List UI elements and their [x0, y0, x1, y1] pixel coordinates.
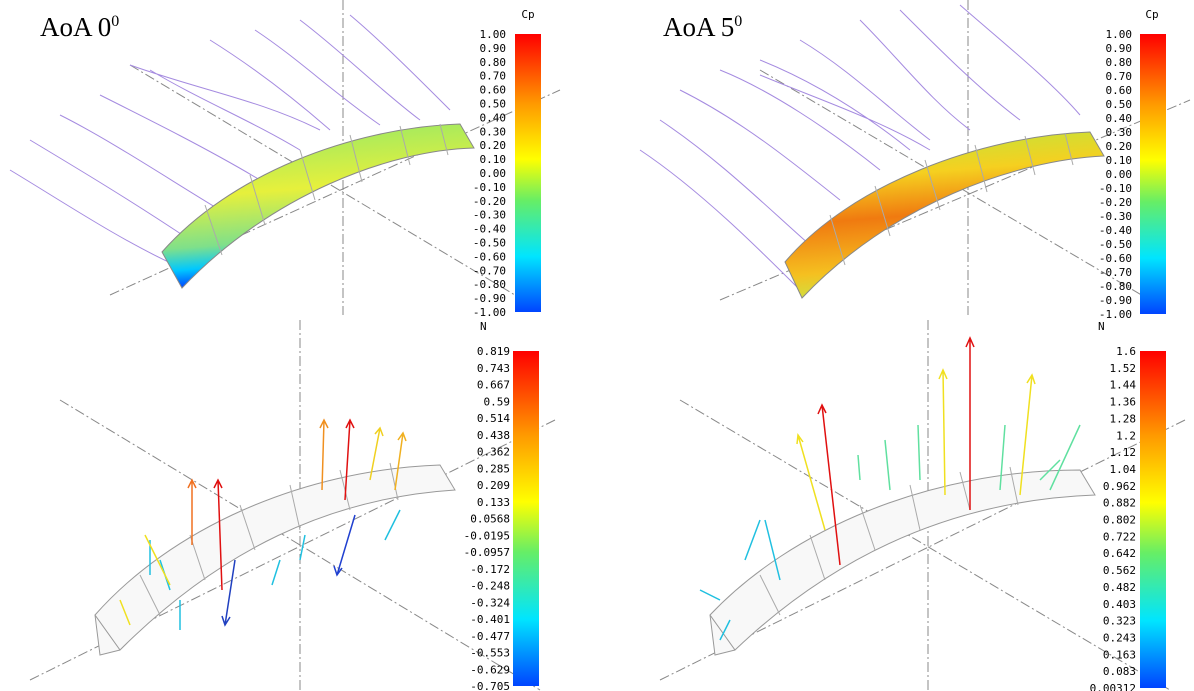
colorbar-tick-label: 1.00	[1106, 28, 1133, 41]
colorbar-tick-label: 0.209	[477, 479, 510, 492]
colorbar-tick-label: 0.482	[1103, 581, 1136, 594]
colorbar-tick-label: 0.50	[480, 98, 507, 111]
colorbar-tick-label: -0.30	[473, 209, 506, 222]
colorbar-tick-label: 0.90	[480, 42, 507, 55]
figure: AoA 00Cp1.000.900.800.700.600.500.400.30…	[0, 0, 1194, 691]
colorbar-tick-label: 0.60	[480, 84, 507, 97]
colorbar-tick-label: -0.0195	[464, 529, 510, 542]
colorbar-tick-label: 0.819	[477, 345, 510, 358]
title-text: AoA 5	[663, 12, 734, 42]
colorbar-tick-label: 1.36	[1110, 396, 1137, 409]
colorbar-tick-label: 0.667	[477, 379, 510, 392]
colorbar-tick-label: 0.743	[477, 362, 510, 375]
colorbar-tick-label: -0.70	[473, 264, 506, 277]
colorbar-tick-label: -0.60	[1099, 252, 1132, 265]
colorbar-tick-label: -0.10	[1099, 182, 1132, 195]
colorbar-tick-label: 0.882	[1103, 497, 1136, 510]
colorbar-tick-label: -0.20	[1099, 196, 1132, 209]
colorbar-tick-label: -0.90	[1099, 294, 1132, 307]
colorbar-tick-label: 0.362	[477, 446, 510, 459]
colorbar-tick-label: 1.04	[1110, 463, 1137, 476]
colorbar-tick-label: -0.401	[470, 613, 510, 626]
colorbar-title: Cp	[1145, 8, 1158, 21]
colorbar-tick-label: 0.642	[1103, 547, 1136, 560]
colorbar-tick-label: 0.243	[1103, 631, 1136, 644]
colorbar-tick-label: 0.163	[1103, 648, 1136, 661]
colorbar-tick-label: 0.20	[1106, 140, 1133, 153]
colorbar-tick-label: -0.40	[1099, 224, 1132, 237]
colorbar-tick-label: 0.59	[484, 395, 511, 408]
title-superscript: 0	[111, 13, 119, 30]
colorbar-tick-label: 1.6	[1116, 345, 1136, 358]
colorbar-tick-label: -0.10	[473, 181, 506, 194]
colorbar-tick-label: -0.20	[473, 195, 506, 208]
colorbar-tick-label: -0.705	[470, 680, 510, 691]
colorbar	[513, 351, 539, 686]
colorbar-tick-label: 0.083	[1103, 665, 1136, 678]
colorbar	[1140, 34, 1166, 314]
colorbar-tick-label: -0.80	[1099, 280, 1132, 293]
colorbar-tick-label: 0.20	[480, 139, 507, 152]
colorbar-tick-label: -0.629	[470, 663, 510, 676]
title-text: AoA 0	[40, 12, 111, 42]
colorbar-title: N	[480, 320, 487, 333]
colorbar-tick-label: 0.438	[477, 429, 510, 442]
colorbar-title: Cp	[521, 8, 534, 21]
colorbar-tick-label: -0.0957	[464, 546, 510, 559]
colorbar-tick-label: 0.10	[480, 153, 507, 166]
colorbar-tick-label: 0.403	[1103, 598, 1136, 611]
colorbar-tick-label: 0.00312	[1090, 682, 1136, 691]
colorbar-tick-label: -0.90	[473, 292, 506, 305]
colorbar-tick-label: 0.323	[1103, 615, 1136, 628]
colorbar-tick-label: -0.50	[473, 237, 506, 250]
panel-title: AoA 00	[40, 12, 119, 42]
colorbar-tick-label: -0.70	[1099, 266, 1132, 279]
colorbar-tick-label: 0.60	[1106, 84, 1133, 97]
colorbar-tick-label: 0.962	[1103, 480, 1136, 493]
colorbar-tick-label: -0.30	[1099, 210, 1132, 223]
colorbar-tick-label: 0.10	[1106, 154, 1133, 167]
colorbar-tick-label: 0.00	[1106, 168, 1133, 181]
panel-title: AoA 50	[663, 12, 742, 42]
colorbar-tick-label: 0.40	[480, 111, 507, 124]
colorbar-tick-label: 0.133	[477, 496, 510, 509]
colorbar-tick-label: 1.28	[1110, 412, 1137, 425]
colorbar-tick-label: -1.00	[473, 306, 506, 319]
colorbar-tick-label: 0.0568	[470, 513, 510, 526]
colorbar-tick-label: 1.2	[1116, 429, 1136, 442]
colorbar-tick-label: 1.44	[1110, 379, 1137, 392]
colorbar-tick-label: 0.50	[1106, 98, 1133, 111]
colorbar-tick-label: 0.30	[1106, 126, 1133, 139]
colorbar-tick-label: 0.30	[480, 125, 507, 138]
colorbar-tick-label: 0.80	[1106, 56, 1133, 69]
colorbar-tick-label: -0.40	[473, 223, 506, 236]
colorbar-tick-label: 0.90	[1106, 42, 1133, 55]
colorbar-tick-label: 0.70	[1106, 70, 1133, 83]
colorbar-tick-label: 0.00	[480, 167, 507, 180]
colorbar-tick-label: 0.40	[1106, 112, 1133, 125]
colorbar-tick-label: 0.285	[477, 462, 510, 475]
colorbar	[1140, 351, 1166, 688]
colorbar-tick-label: 0.514	[477, 412, 510, 425]
colorbar-title: N	[1098, 320, 1105, 333]
colorbar-tick-label: 0.562	[1103, 564, 1136, 577]
colorbar-tick-label: -0.553	[470, 647, 510, 660]
colorbar-tick-label: 0.802	[1103, 514, 1136, 527]
colorbar-tick-label: 1.52	[1110, 362, 1137, 375]
colorbar-tick-label: -0.60	[473, 250, 506, 263]
colorbar-tick-label: -0.172	[470, 563, 510, 576]
colorbar-tick-label: -0.477	[470, 630, 510, 643]
colorbar-tick-label: -0.50	[1099, 238, 1132, 251]
colorbar-tick-label: 0.80	[480, 56, 507, 69]
colorbar	[515, 34, 541, 312]
colorbar-tick-label: -0.248	[470, 580, 510, 593]
colorbar-tick-label: 0.70	[480, 70, 507, 83]
colorbar-tick-label: -0.80	[473, 278, 506, 291]
colorbar-tick-label: 1.12	[1110, 446, 1137, 459]
colorbar-tick-label: 0.722	[1103, 530, 1136, 543]
colorbar-tick-label: 1.00	[480, 28, 507, 41]
title-superscript: 0	[734, 13, 742, 30]
colorbar-tick-label: -0.324	[470, 596, 510, 609]
